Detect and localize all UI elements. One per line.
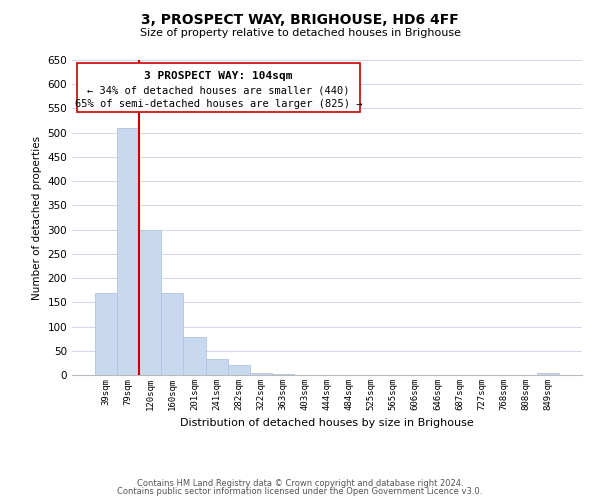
Text: 3, PROSPECT WAY, BRIGHOUSE, HD6 4FF: 3, PROSPECT WAY, BRIGHOUSE, HD6 4FF: [141, 12, 459, 26]
Bar: [117, 128, 139, 375]
Bar: [184, 337, 206, 375]
Y-axis label: Number of detached properties: Number of detached properties: [32, 136, 42, 300]
Bar: [139, 230, 161, 375]
Bar: [227, 366, 250, 375]
Bar: [206, 360, 227, 375]
Bar: [161, 292, 184, 375]
X-axis label: Distribution of detached houses by size in Brighouse: Distribution of detached houses by size …: [180, 418, 474, 428]
Text: Size of property relative to detached houses in Brighouse: Size of property relative to detached ho…: [139, 28, 461, 38]
Bar: [95, 292, 117, 375]
Bar: [250, 372, 272, 375]
Bar: [272, 374, 294, 375]
Text: Contains public sector information licensed under the Open Government Licence v3: Contains public sector information licen…: [118, 487, 482, 496]
Bar: [537, 372, 559, 375]
Text: ← 34% of detached houses are smaller (440): ← 34% of detached houses are smaller (44…: [88, 86, 350, 96]
Text: 65% of semi-detached houses are larger (825) →: 65% of semi-detached houses are larger (…: [75, 100, 362, 110]
FancyBboxPatch shape: [77, 63, 360, 112]
Text: 3 PROSPECT WAY: 104sqm: 3 PROSPECT WAY: 104sqm: [145, 71, 293, 81]
Text: Contains HM Land Registry data © Crown copyright and database right 2024.: Contains HM Land Registry data © Crown c…: [137, 478, 463, 488]
